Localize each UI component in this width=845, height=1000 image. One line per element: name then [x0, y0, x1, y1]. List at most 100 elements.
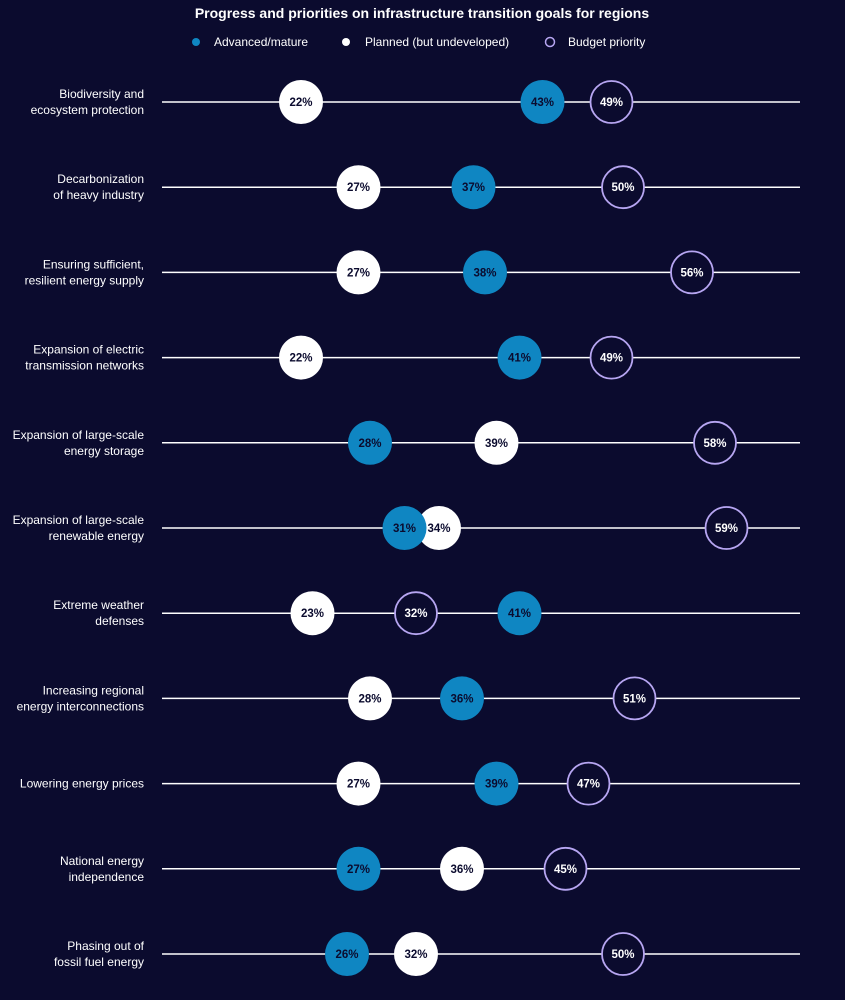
legend-label-advanced: Advanced/mature: [214, 35, 308, 49]
point-planned: [290, 591, 335, 636]
row-label-line: National energy: [60, 854, 144, 868]
legend-marker-advanced: [192, 38, 200, 46]
point-advanced: [451, 165, 496, 210]
data-label-budget: 58%: [703, 438, 726, 450]
point-budget: [601, 932, 645, 976]
data-label-budget: 51%: [623, 693, 646, 705]
row-label-line: independence: [69, 870, 145, 884]
row-label: Expansion of electric transmission networ…: [25, 343, 144, 373]
point-budget: [612, 676, 657, 721]
row-label-line: energy interconnections: [17, 699, 144, 713]
data-label-advanced: 37%: [462, 182, 485, 194]
row-label-line: Biodiversity and: [59, 87, 144, 101]
data-label-advanced: 26%: [335, 949, 358, 961]
row-label-line: Increasing regional: [43, 683, 144, 697]
chart-title: Progress and priorities on infrastructur…: [195, 5, 650, 21]
data-label-advanced: 28%: [358, 438, 381, 450]
data-label-budget: 49%: [600, 97, 623, 109]
plot-area: Biodiversity and ecosystem protection 49% 2…: [13, 80, 800, 976]
point-budget: [693, 420, 737, 465]
row-7: Increasing regional energy interconnectio…: [17, 676, 800, 721]
row-label: Phasing out of fossil fuel energy: [54, 939, 145, 969]
row-label-line: Expansion of large-scale: [13, 428, 145, 442]
point-advanced: [336, 846, 381, 891]
row-label: Extreme weather defenses: [53, 598, 144, 628]
point-budget: [394, 591, 438, 636]
point-budget: [589, 80, 634, 124]
point-planned: [440, 846, 484, 891]
row-8: Lowering energy prices 47% 27% 39%: [20, 761, 800, 806]
point-planned: [417, 506, 461, 550]
row-9: National energy independence 45% 36% 27%: [60, 846, 800, 891]
row-label-line: defenses: [95, 614, 144, 628]
row-label-line: transmission networks: [25, 359, 144, 373]
row-1: Decarbonization of heavy industry 50% 27% 37…: [53, 165, 800, 210]
row-label-line: Extreme weather: [53, 598, 144, 612]
point-advanced: [382, 506, 427, 550]
row-0: Biodiversity and ecosystem protection 49% 2…: [31, 80, 800, 124]
point-budget: [670, 250, 714, 295]
point-advanced: [520, 80, 565, 124]
row-5: Expansion of large-scale renewable energy…: [13, 506, 800, 550]
point-budget: [704, 506, 749, 550]
data-label-advanced: 36%: [450, 693, 473, 705]
row-label-line: renewable energy: [49, 529, 144, 543]
row-label: Expansion of large-scale energy storage: [13, 428, 145, 458]
data-label-planned: 28%: [358, 693, 381, 705]
row-label-line: resilient energy supply: [25, 273, 144, 287]
legend-label-planned: Planned (but undeveloped): [365, 35, 509, 49]
data-label-advanced: 43%: [531, 97, 554, 109]
row-label: Ensuring sufficient, resilient energy sup…: [25, 257, 144, 287]
point-budget: [589, 335, 634, 380]
point-planned: [474, 420, 519, 465]
row-label: National energy independence: [60, 854, 144, 884]
data-label-planned: 36%: [450, 864, 473, 876]
data-label-budget: 47%: [577, 779, 600, 791]
data-label-budget: 32%: [404, 608, 427, 620]
point-advanced: [463, 250, 507, 295]
point-planned: [279, 80, 323, 124]
point-advanced: [440, 676, 484, 721]
data-label-planned: 32%: [404, 949, 427, 961]
point-planned: [336, 165, 381, 210]
point-planned: [348, 676, 392, 721]
data-label-planned: 27%: [347, 267, 370, 279]
data-label-budget: 49%: [600, 353, 623, 365]
point-planned: [279, 335, 323, 380]
row-label-line: Expansion of large-scale: [13, 513, 145, 527]
data-label-advanced: 38%: [473, 267, 496, 279]
row-3: Expansion of electric transmission networ…: [25, 335, 800, 380]
data-label-advanced: 41%: [508, 353, 531, 365]
point-advanced: [348, 420, 392, 465]
data-label-planned: 39%: [485, 438, 508, 450]
data-label-advanced: 41%: [508, 608, 531, 620]
legend-label-budget: Budget priority: [568, 35, 645, 49]
legend: Advanced/mature Planned (but undeveloped)…: [192, 35, 645, 49]
row-label: Increasing regional energy interconnectio…: [17, 683, 144, 713]
row-6: Extreme weather defenses 32% 23% 41%: [53, 591, 800, 636]
data-label-budget: 59%: [715, 523, 738, 535]
row-label-line: energy storage: [64, 444, 144, 458]
point-advanced: [497, 335, 542, 380]
row-label-line: Ensuring sufficient,: [43, 257, 144, 271]
data-label-budget: 50%: [611, 182, 634, 194]
data-label-budget: 45%: [554, 864, 577, 876]
row-label-line: Lowering energy prices: [20, 777, 144, 791]
row-label: Lowering energy prices: [20, 777, 144, 791]
point-budget: [601, 165, 645, 210]
point-budget: [543, 846, 588, 891]
data-label-advanced: 27%: [347, 864, 370, 876]
row-label-line: ecosystem protection: [31, 103, 144, 117]
row-label: Decarbonization of heavy industry: [53, 172, 144, 202]
row-2: Ensuring sufficient, resilient energy sup…: [25, 250, 800, 295]
row-4: Expansion of large-scale energy storage 58…: [13, 420, 800, 465]
data-label-planned: 34%: [427, 523, 450, 535]
data-label-planned: 22%: [289, 97, 312, 109]
data-label-planned: 27%: [347, 779, 370, 791]
point-planned: [394, 932, 438, 976]
row-label-line: Expansion of electric: [33, 343, 144, 357]
row-label-line: of heavy industry: [53, 188, 144, 202]
point-advanced: [474, 761, 519, 806]
row-label-line: Decarbonization: [57, 172, 144, 186]
